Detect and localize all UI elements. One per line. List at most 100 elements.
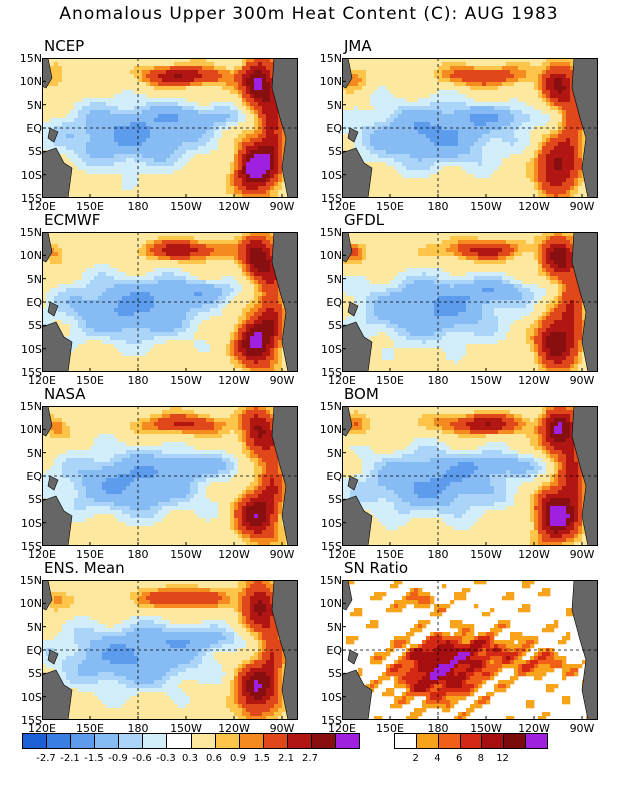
lon-tick-label: 90W <box>269 200 295 213</box>
map-panel: ENS. Mean 15N 10N 5N EQ 5S 10S 15S 120E 150E 180 15… <box>0 559 300 735</box>
lon-tick-label: 120E <box>28 722 56 735</box>
lat-tick-label: 5S <box>328 319 342 333</box>
western-landmass <box>342 406 353 437</box>
colorbar-swatch <box>239 734 264 748</box>
colorbar-label: 6 <box>455 753 463 764</box>
map-panel: BOM 15N 10N 5N EQ 5S 10S 15S 120E 150E 180 150W 120W… <box>300 385 600 561</box>
lon-tick-label: 90W <box>569 548 595 561</box>
lon-tick-label: 150E <box>376 374 404 387</box>
lat-tick-label: 10N <box>19 423 42 437</box>
western-landmass <box>342 495 373 546</box>
lon-tick-label: 150E <box>76 722 104 735</box>
lon-tick-label: 120W <box>218 374 250 387</box>
western-landmass <box>347 301 359 317</box>
colorbar-label: 1.5 <box>254 753 270 764</box>
western-landmass <box>42 669 73 720</box>
lon-tick-label: 180 <box>127 548 149 561</box>
western-landmass <box>342 669 373 720</box>
lat-tick-label: 15N <box>19 574 42 587</box>
lon-tick-label: 120E <box>28 374 56 387</box>
lon-tick-label: 150E <box>376 200 404 213</box>
colorbar-label: -0.3 <box>156 753 176 764</box>
colorbar-label: -0.9 <box>108 753 128 764</box>
lat-tick-label: EQ <box>326 470 342 483</box>
colorbar-label: 2 <box>412 753 419 764</box>
heat-content-anomaly-map <box>42 58 298 198</box>
lat-tick-label: 15N <box>19 52 42 65</box>
lat-tick-label: 5S <box>328 145 342 159</box>
colorbar-swatch <box>438 734 461 748</box>
lon-tick-label: 180 <box>127 722 149 735</box>
colorbar-label: 0.3 <box>182 753 198 764</box>
panel-title: ENS. Mean <box>44 559 125 577</box>
lon-tick-label: 180 <box>127 374 149 387</box>
western-landmass <box>47 475 59 491</box>
colorbar-label: 4 <box>434 753 441 764</box>
lon-tick-label: 180 <box>427 548 449 561</box>
heat-content-anomaly-map <box>42 232 298 372</box>
colorbar-swatch <box>119 734 144 748</box>
field-cells <box>42 232 298 372</box>
lon-tick-label: 120E <box>328 200 356 213</box>
colorbar-swatch <box>395 734 417 748</box>
lon-tick-label: 150W <box>470 722 502 735</box>
lat-tick-label: EQ <box>26 644 42 657</box>
heat-content-anomaly-map <box>42 580 298 720</box>
lat-tick-label: EQ <box>326 644 342 657</box>
colorbar-swatch <box>287 734 312 748</box>
lon-tick-label: 120E <box>328 374 356 387</box>
heat-content-anomaly-map <box>342 58 598 198</box>
lon-tick-label: 120E <box>28 548 56 561</box>
lat-tick-label: 15S <box>21 540 42 553</box>
lat-tick-label: EQ <box>26 296 42 309</box>
western-landmass <box>47 127 59 143</box>
lon-tick-label: 90W <box>269 374 295 387</box>
map-frame <box>342 406 598 546</box>
lat-tick-label: 5S <box>328 493 342 507</box>
lat-tick-label: 15N <box>319 400 342 413</box>
anomaly-colorbar <box>22 733 360 749</box>
lat-tick-label: 10S <box>321 342 342 356</box>
heat-content-anomaly-map <box>42 406 298 546</box>
colorbar-label: -2.1 <box>60 753 80 764</box>
western-landmass <box>342 580 353 611</box>
colorbar-swatch <box>215 734 240 748</box>
colorbar-swatch <box>263 734 288 748</box>
map-panel: NCEP 15N 10N 5N EQ 5S 10S 15S 120E 150E 180 150W 120… <box>0 37 300 213</box>
lat-tick-label: 5N <box>26 272 42 286</box>
sn-ratio-colorbar <box>394 733 548 749</box>
panel-title: ECMWF <box>44 211 101 229</box>
colorbar-label: 12 <box>496 753 509 764</box>
lon-tick-label: 150W <box>170 374 202 387</box>
lat-tick-label: 5N <box>26 620 42 634</box>
colorbar-label: 0.9 <box>230 753 246 764</box>
map-panel: GFDL 15N 10N 5N EQ 5S 10S 15S 120E 150E 180 150W 120… <box>300 211 600 387</box>
map-panel: SN Ratio 15N 10N 5N EQ 5S 10S 15S 120E 150E 180 150… <box>300 559 600 735</box>
lon-tick-label: 150W <box>470 374 502 387</box>
colorbar-swatch <box>71 734 96 748</box>
lat-tick-label: 5S <box>28 145 42 159</box>
lat-tick-label: 10S <box>321 168 342 182</box>
lat-tick-label: 15N <box>319 574 342 587</box>
lat-tick-label: 10N <box>319 249 342 263</box>
lon-tick-label: 120E <box>328 548 356 561</box>
lat-tick-label: 10N <box>319 423 342 437</box>
lon-tick-label: 90W <box>269 548 295 561</box>
western-landmass <box>42 406 53 437</box>
western-landmass <box>42 580 53 611</box>
lon-tick-label: 150E <box>376 722 404 735</box>
lat-tick-label: 5N <box>326 446 342 460</box>
figure-title: Anomalous Upper 300m Heat Content (C): A… <box>59 4 559 24</box>
colorbar-swatch <box>23 734 48 748</box>
lat-tick-label: 10N <box>19 597 42 611</box>
western-landmass <box>42 321 73 372</box>
western-landmass <box>42 147 73 198</box>
colorbar-label: -2.7 <box>36 753 56 764</box>
colorbar-swatch <box>95 734 120 748</box>
lat-tick-label: 15S <box>321 192 342 205</box>
western-landmass <box>347 127 359 143</box>
lat-tick-label: 5S <box>328 667 342 681</box>
lat-tick-label: 15N <box>319 226 342 239</box>
lat-tick-label: 5N <box>326 98 342 112</box>
western-landmass <box>342 232 353 263</box>
